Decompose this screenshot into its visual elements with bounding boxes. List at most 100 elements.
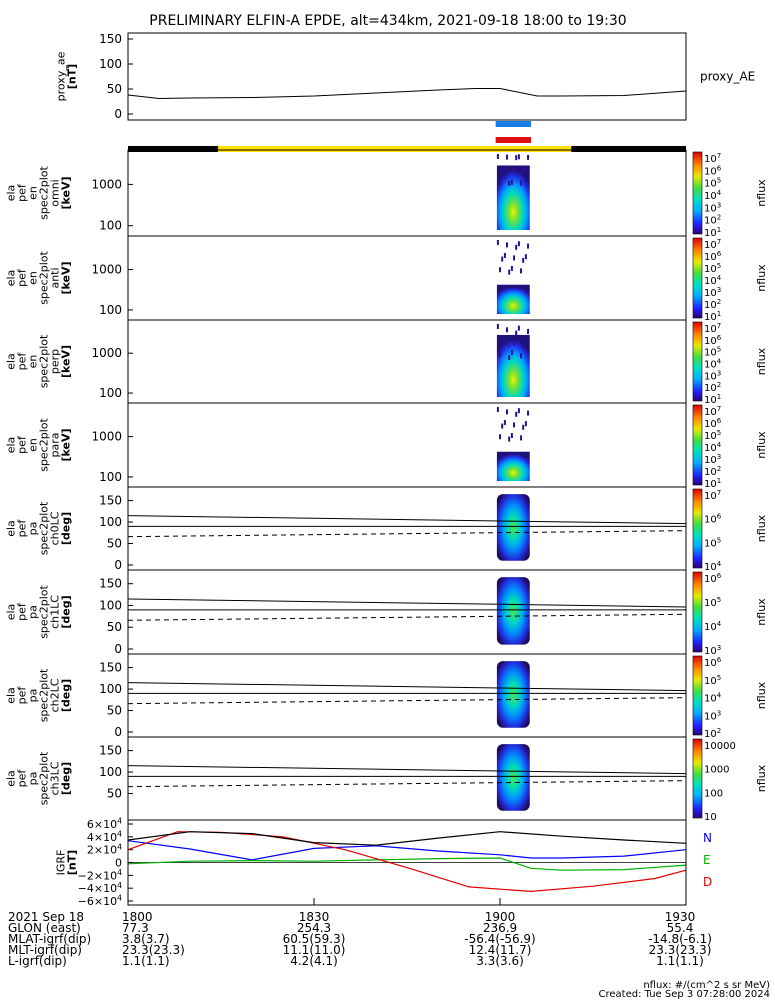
ytick-label: 6×104 (87, 817, 122, 831)
spectrogram-speckle (508, 354, 511, 360)
spectrogram-speckle (515, 155, 518, 161)
colorbar-label: nflux (755, 681, 768, 709)
colorbar-tick-label: 10000 (704, 741, 736, 752)
spectrogram-speckle (499, 267, 502, 273)
orbit-row-value: 254.3 (297, 921, 331, 935)
panel-igrf: IGRF[nT] 6×1044×1042×1040−2×104−4×104−6×1… (55, 817, 713, 908)
footnote-line: Created: Tue Sep 3 07:28:00 2024 (599, 989, 771, 1000)
ytick-label: 100 (99, 219, 122, 233)
orbit-row-value: 1930 (665, 910, 696, 924)
spectrogram-speckle (501, 167, 504, 173)
colorbar-tick-label: 102 (704, 214, 721, 227)
colorbar (692, 488, 703, 569)
panel-ch1LC: elapefpaspec2plotch1LC[deg] 150 100 50 0 106 1… (5, 569, 768, 657)
science-zone-red-bar (495, 137, 531, 143)
spectrogram-speckle (508, 269, 511, 275)
colorbar-tick-label: 104 (704, 441, 722, 454)
colorbar-tick-label: 1000 (704, 765, 729, 776)
ytick-label: 2×104 (87, 842, 122, 856)
colorbar-tick-label: 106 (704, 250, 722, 263)
orbit-row-value: 1.1(1.1) (122, 954, 170, 968)
panel-frame (127, 319, 687, 404)
colorbar-tick-label: 102 (704, 465, 721, 478)
panel-para: elapefenspec2plotpara[keV] 10001001071061… (5, 402, 768, 490)
colorbar (692, 655, 703, 736)
orbit-day-bar (217, 146, 572, 152)
colorbar-tick-label: 104 (704, 560, 722, 573)
spectrogram-speckle (508, 180, 511, 186)
colorbar-tick-label: 101 (704, 310, 721, 323)
ytick-label: 1000 (91, 430, 122, 444)
loss-cone-dashed-line (127, 780, 687, 788)
spectrogram-speckle (517, 154, 520, 160)
spectrogram-speckle (496, 240, 499, 245)
colorbar-tick-label: 103 (704, 709, 721, 722)
orbit-row-value: 77.3 (122, 921, 149, 935)
colorbar (692, 237, 703, 319)
panel-frame (127, 235, 687, 321)
spectrogram-speckle (508, 436, 511, 442)
spectrogram-ch1LC (496, 577, 530, 645)
spectrogram-speckle (506, 327, 509, 333)
ytick-label: 100 (99, 386, 122, 400)
ylabel-perp: elapefenspec2plotperp[keV] (5, 334, 73, 388)
colorbar-tick-label: 10 (704, 812, 717, 823)
colorbar-tick-label: 103 (704, 453, 721, 466)
ylabel-proxy_ae: proxy_ae[nT] (55, 51, 79, 101)
colorbar-tick-label: 107 (704, 322, 721, 335)
ytick-label: 1000 (91, 346, 122, 360)
colorbar (692, 321, 703, 402)
ytick-label: 100 (99, 682, 122, 696)
orbit-row-value: 4.2(4.1) (290, 954, 338, 968)
ylabel-para: elapefenspec2plotpara[keV] (5, 418, 73, 472)
spectrogram-speckle (510, 350, 513, 355)
colorbar-tick-label: 102 (704, 727, 721, 740)
ytick-label: 100 (99, 598, 122, 612)
colorbar-tick-label: 101 (704, 393, 721, 406)
ylabel-anti: elapefenspec2plotanti[keV] (5, 251, 73, 305)
ytick-label: −4×104 (78, 881, 122, 895)
ylabel-ch1LC: elapefpaspec2plotch1LC[deg] (5, 585, 73, 639)
orbit-row-value: 11.1(11.0) (283, 943, 346, 957)
spectrogram-speckle (503, 420, 506, 425)
ytick-label: 50 (107, 620, 122, 634)
spectrogram-ch3LC (496, 744, 530, 811)
colorbar-tick-label: 103 (704, 201, 721, 214)
loss-cone-dashed-line (127, 697, 687, 705)
loss-cone-upper-line (127, 515, 687, 525)
spectrogram-speckle (522, 168, 525, 174)
orbit-row-label: MLT-igrf(dip) (8, 943, 82, 957)
ytick-label: 1000 (91, 263, 122, 277)
spectrogram-speckle (499, 434, 502, 440)
igrf-legend-E: E (703, 853, 711, 867)
ytick-label: 150 (99, 661, 122, 675)
orbit-row-value: -14.8(-6.1) (648, 932, 712, 946)
spectrogram-speckle (522, 343, 525, 349)
spectrogram-speckle (496, 407, 499, 412)
colorbar-tick-label: 104 (704, 358, 722, 371)
colorbar (692, 404, 703, 486)
ytick-label: 0 (114, 107, 122, 121)
spectrogram-speckle (501, 256, 504, 262)
ytick-label: 0 (114, 558, 122, 572)
loss-cone-dashed-line (127, 530, 687, 538)
spectrogram-anti (496, 284, 530, 314)
spectrogram-speckle (506, 409, 509, 415)
colorbar-tick-label: 103 (704, 369, 721, 382)
spectrogram-speckle (517, 325, 520, 331)
spectrogram-speckle (527, 243, 530, 249)
orbit-row-value: 236.9 (483, 921, 517, 935)
colorbar-tick-label: 107 (704, 405, 721, 418)
ytick-label: 0 (114, 642, 122, 656)
spectrogram-speckle (513, 167, 516, 173)
spectrogram-speckle (524, 167, 527, 173)
igrf-series-E (127, 857, 687, 871)
spectrogram-speckle (520, 353, 523, 359)
ytick-label: 100 (99, 765, 122, 779)
colorbar-tick-label: 106 (704, 164, 722, 177)
colorbar-tick-label: 102 (704, 298, 721, 311)
panel-frame (127, 402, 687, 488)
colorbar-label: nflux (755, 179, 768, 207)
igrf-series-total (127, 831, 687, 846)
ytick-label: 0 (115, 857, 122, 870)
